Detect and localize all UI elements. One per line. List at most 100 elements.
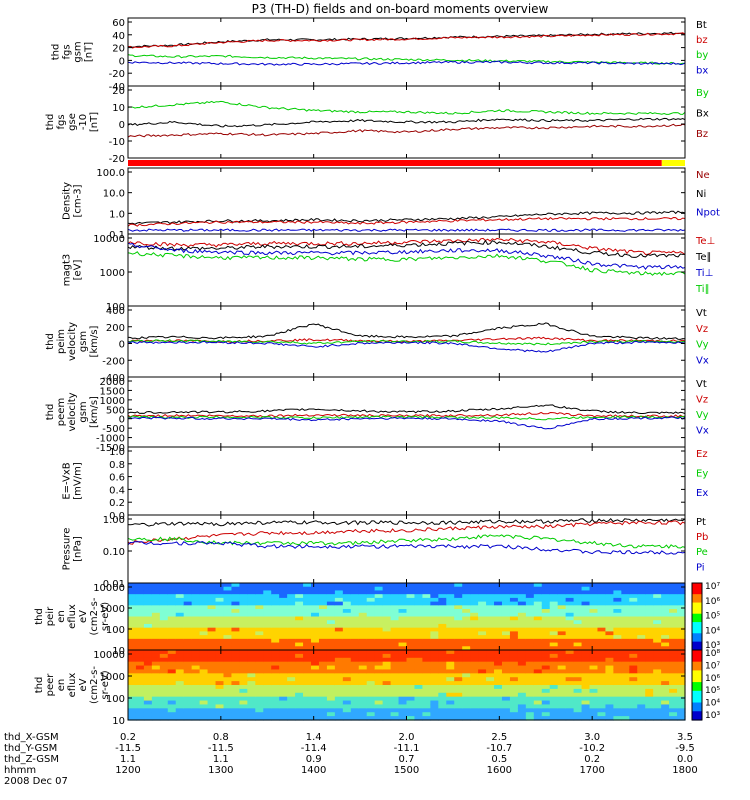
x-annotation-value: 3.0	[584, 732, 600, 743]
colorbar-segment	[692, 594, 702, 598]
y-label-line: fgs	[56, 114, 67, 129]
legend-entry: Ex	[696, 488, 708, 499]
heatmap-cell	[167, 646, 177, 651]
heatmap-cell	[653, 692, 662, 698]
heatmap-cell	[151, 688, 161, 694]
heatmap-cell	[541, 673, 551, 678]
heatmap-cell	[135, 601, 145, 606]
heatmap-cell	[549, 646, 559, 651]
heatmap-cell	[541, 642, 551, 647]
heatmap-cell	[239, 631, 248, 636]
heatmap-cell	[223, 609, 233, 614]
heatmap-cell	[446, 616, 455, 621]
heatmap-cell	[350, 609, 360, 614]
heatmap-cell	[549, 677, 559, 682]
heatmap-cell	[406, 669, 416, 674]
heatmap-cell	[517, 620, 527, 625]
heatmap-cell	[653, 631, 662, 636]
heatmap-cell	[143, 646, 153, 651]
heatmap-cell	[486, 669, 495, 674]
heatmap-cell	[533, 685, 543, 690]
heatmap-cell	[637, 669, 646, 674]
heatmap-cell	[565, 661, 575, 667]
heatmap-cell	[326, 685, 336, 690]
y-label-line: eV	[78, 678, 89, 691]
heatmap-cell	[597, 692, 607, 698]
heatmap-cell	[271, 704, 280, 709]
heatmap-cell	[406, 635, 416, 640]
y-label-line: peir	[45, 606, 56, 626]
colorbar-segment	[692, 670, 702, 674]
heatmap-cell	[454, 631, 463, 636]
heatmap-cell	[318, 685, 328, 690]
heatmap-cell	[231, 696, 240, 702]
heatmap-cell	[589, 646, 599, 651]
heatmap-cell	[207, 716, 217, 721]
heatmap-cell	[470, 712, 479, 717]
heatmap-cell	[509, 650, 519, 655]
heatmap-cell	[398, 623, 408, 629]
heatmap-cell	[318, 650, 328, 655]
heatmap-cell	[231, 609, 240, 614]
heatmap-cell	[167, 681, 177, 686]
legend-entry: bx	[696, 65, 708, 76]
heatmap-cell	[303, 638, 312, 644]
heatmap-cell	[279, 716, 288, 721]
heatmap-cell	[549, 700, 559, 706]
heatmap-cell	[239, 657, 248, 663]
heatmap-cell	[128, 612, 137, 618]
heatmap-cell	[215, 612, 225, 618]
heatmap-cell	[661, 597, 670, 603]
heatmap-cell	[135, 665, 145, 671]
heatmap-cell	[645, 616, 654, 621]
heatmap-cell	[438, 646, 447, 651]
heatmap-cell	[478, 583, 487, 588]
heatmap-cell	[191, 646, 201, 651]
heatmap-cell	[454, 665, 463, 671]
heatmap-cell	[470, 631, 479, 636]
heatmap-cell	[470, 623, 479, 629]
heatmap-cell	[231, 631, 240, 636]
heatmap-cell	[525, 696, 535, 702]
heatmap-cell	[311, 586, 320, 592]
heatmap-cell	[525, 627, 535, 632]
heatmap-cell	[175, 586, 185, 592]
heatmap-cell	[446, 669, 455, 674]
heatmap-cell	[334, 700, 344, 706]
y-label-line: [km/s]	[89, 396, 100, 428]
heatmap-cell	[422, 635, 431, 640]
colorbar-segment	[692, 705, 702, 709]
heatmap-cell	[128, 594, 137, 599]
colorbar-segment	[692, 588, 702, 592]
heatmap-cell	[549, 620, 559, 625]
heatmap-cell	[438, 704, 447, 709]
heatmap-cell	[223, 681, 233, 686]
heatmap-cell	[422, 616, 431, 621]
legend: Te⊥Te∥Ti⊥Ti∥	[695, 236, 715, 295]
heatmap-cell	[215, 692, 225, 698]
heatmap-cell	[390, 661, 400, 667]
heatmap-cell	[533, 583, 543, 588]
heatmap-cell	[303, 590, 312, 595]
heatmap-cell	[462, 586, 471, 592]
heatmap-cell	[629, 716, 638, 721]
heatmap-cell	[255, 609, 264, 614]
heatmap-cell	[390, 646, 400, 651]
heatmap-cell	[398, 601, 408, 606]
heatmap-cell	[501, 597, 511, 603]
heatmap-cell	[271, 627, 280, 632]
heatmap-cell	[207, 642, 217, 647]
heatmap-cell	[677, 620, 686, 625]
heatmap-cell	[231, 635, 240, 640]
heatmap-cell	[366, 692, 376, 698]
heatmap-cell	[159, 609, 169, 614]
heatmap-cell	[557, 597, 567, 603]
heatmap-cell	[653, 609, 662, 614]
heatmap-cell	[597, 635, 607, 640]
series-line-Pt	[127, 517, 686, 527]
heatmap-cell	[279, 586, 288, 592]
series-line-Vz	[127, 411, 686, 418]
heatmap-cell	[661, 609, 670, 614]
heatmap-cell	[629, 677, 638, 682]
